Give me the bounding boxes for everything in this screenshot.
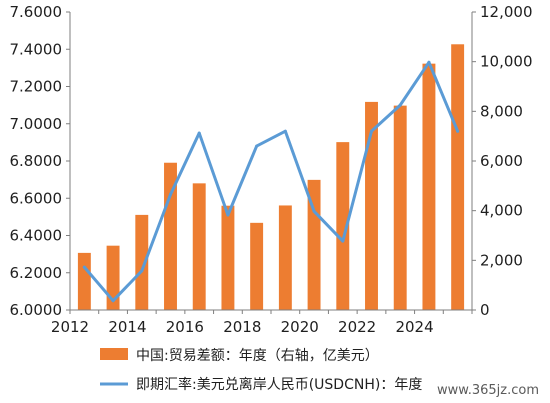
right-tick-label: 6,000 xyxy=(480,152,523,170)
legend-bar-swatch xyxy=(100,348,128,360)
bar-2014 xyxy=(135,214,149,310)
bar-2024 xyxy=(422,63,436,310)
legend-bar-label: 中国:贸易差额：年度（右轴，亿美元） xyxy=(136,348,379,364)
exchange-rate-point-2022 xyxy=(370,129,373,133)
left-tick-label: 7.2000 xyxy=(10,78,63,96)
exchange-rate-point-2012 xyxy=(82,265,86,269)
x-tick-label: 2024 xyxy=(395,318,433,336)
x-tick-label: 2018 xyxy=(223,318,261,336)
exchange-rate-point-2018 xyxy=(255,144,259,148)
x-tick-label: 2016 xyxy=(166,318,204,336)
x-tick-label: 2020 xyxy=(281,318,319,336)
watermark-bg xyxy=(432,376,550,403)
bar-2017 xyxy=(221,205,235,310)
left-axis: 6.0000 6.2000 6.4000 6.6000 6.8000 7.0000 7.20… xyxy=(10,3,71,319)
exchange-rate-point-2019 xyxy=(283,129,287,133)
exchange-rate-point-2014 xyxy=(140,269,144,273)
left-tick-label: 6.2000 xyxy=(10,264,63,282)
exchange-rate-point-2021 xyxy=(341,239,345,243)
legend-line-label: 即期汇率:美元兑离岸人民币(USDCNH)：年度 xyxy=(136,376,422,393)
x-tick-label: 2022 xyxy=(338,318,376,336)
exchange-rate-point-2013 xyxy=(111,299,115,303)
bar-2021 xyxy=(336,142,350,310)
left-tick-label: 6.4000 xyxy=(10,227,63,245)
left-tick-label: 6.6000 xyxy=(10,189,63,207)
bar-2012 xyxy=(77,252,91,310)
bar-2020 xyxy=(307,179,321,310)
exchange-rate-point-2016 xyxy=(197,131,201,135)
left-tick-label: 6.8000 xyxy=(10,152,63,170)
exchange-rate-point-2024 xyxy=(427,60,431,64)
bar-2018 xyxy=(250,222,264,310)
bar-2016 xyxy=(192,183,206,310)
exchange-rate-point-2020 xyxy=(312,209,316,213)
right-tick-label: 10,000 xyxy=(480,53,533,71)
exchange-rate-point-2015 xyxy=(169,193,172,197)
right-axis: 0 2,000 4,000 6,000 8,000 10,000 12,000 xyxy=(471,3,533,319)
x-tick-label: 2012 xyxy=(51,318,89,336)
bar-2022 xyxy=(365,101,378,310)
exchange-rate-point-2017 xyxy=(226,213,230,217)
right-tick-label: 4,000 xyxy=(480,202,523,220)
watermark: www.365jz.com xyxy=(437,383,539,398)
x-tick-label: 2014 xyxy=(108,318,146,336)
exchange-rate-point-2023 xyxy=(398,103,402,107)
right-tick-label: 0 xyxy=(480,301,490,319)
bar-2013 xyxy=(106,245,120,310)
left-tick-label: 6.0000 xyxy=(10,301,63,319)
exchange-rate-line xyxy=(82,60,460,303)
bar-2025 xyxy=(451,44,465,311)
right-tick-label: 12,000 xyxy=(480,3,533,21)
right-tick-label: 8,000 xyxy=(480,102,523,120)
bar-2023 xyxy=(393,105,407,310)
bar-2019 xyxy=(278,205,292,310)
exchange-rate-point-2025 xyxy=(456,129,460,133)
left-tick-label: 7.4000 xyxy=(10,40,63,58)
plot-area xyxy=(77,44,465,311)
x-axis: 2012 2014 2016 2018 2020 2022 2024 xyxy=(51,309,473,336)
right-tick-label: 2,000 xyxy=(480,251,523,269)
left-tick-label: 7.6000 xyxy=(10,3,63,21)
legend: 中国:贸易差额：年度（右轴，亿美元） 即期汇率:美元兑离岸人民币(USDCNH)… xyxy=(100,348,422,393)
left-tick-label: 7.0000 xyxy=(10,115,63,133)
